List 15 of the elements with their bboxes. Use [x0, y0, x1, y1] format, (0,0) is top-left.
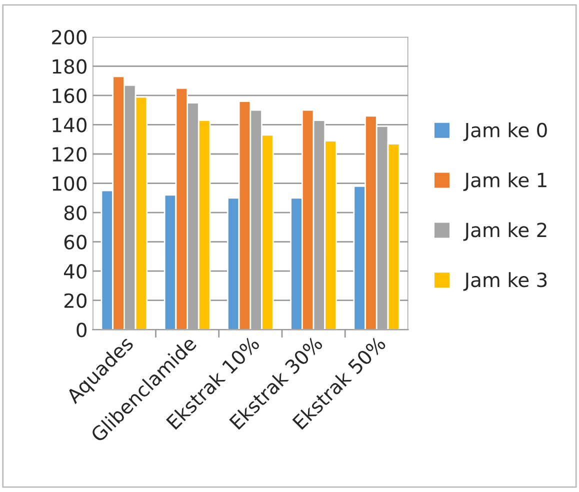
y-tick-label: 100: [52, 176, 86, 191]
legend-label: Jam ke 1: [463, 172, 546, 191]
y-tick-label: 60: [64, 234, 86, 250]
y-tick-label: 120: [52, 146, 86, 162]
y-tick-label: 180: [52, 59, 86, 74]
legend-label: Jam ke 0: [463, 122, 547, 142]
y-tick-label: 40: [64, 264, 86, 279]
y-tick-label: 160: [52, 88, 86, 104]
y-tick-label: 0: [76, 322, 86, 338]
y-tick-label: 20: [64, 293, 86, 308]
y-tick-label: 200: [52, 30, 86, 45]
legend-label: Jam ke 2: [463, 222, 546, 241]
y-tick-label: 140: [52, 118, 86, 132]
legend-label: Jam ke 3: [463, 272, 547, 291]
y-tick-label: 80: [64, 206, 86, 220]
